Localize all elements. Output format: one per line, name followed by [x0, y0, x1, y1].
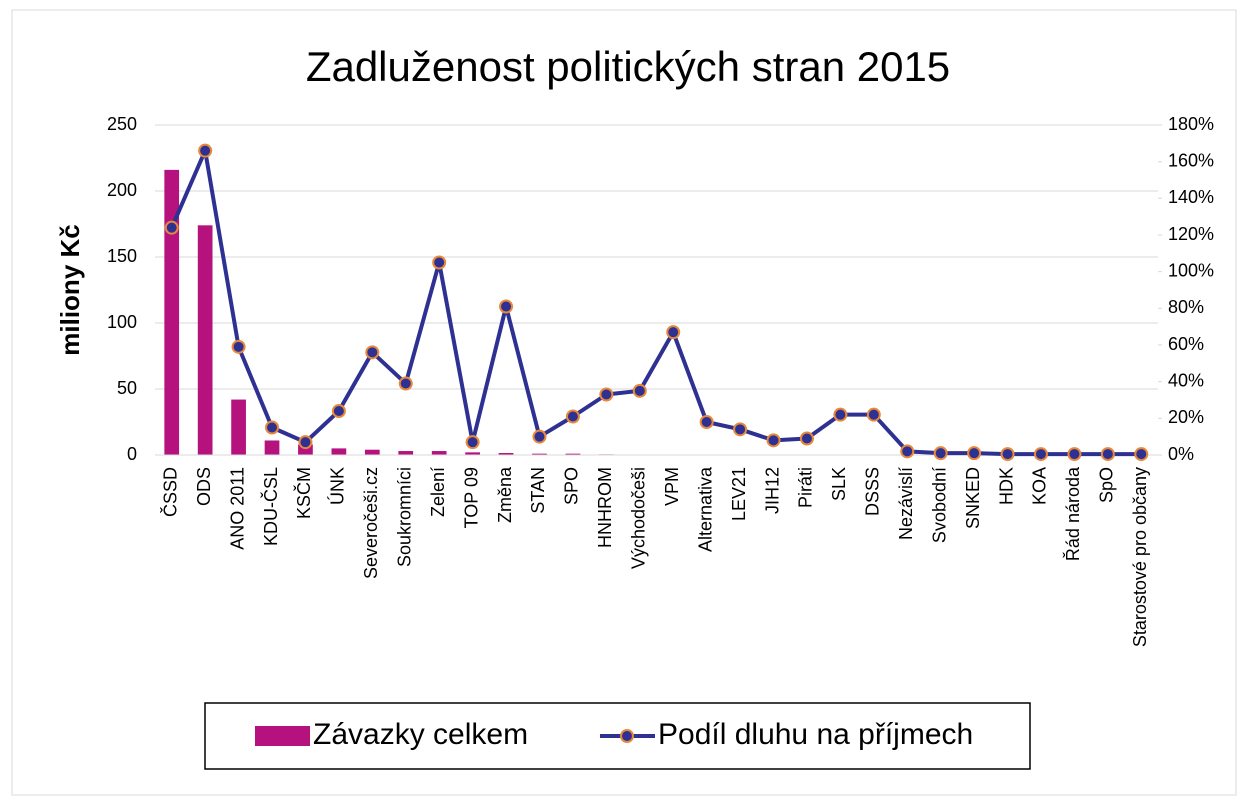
- x-tick-label: SNKED: [963, 467, 983, 529]
- chart-frame: [11, 9, 1237, 796]
- x-tick-label: Piráti: [796, 467, 816, 508]
- x-tick-label: KOA: [1030, 467, 1050, 505]
- x-tick-label: KDU-ČSL: [260, 467, 281, 546]
- x-tick-label: DSSS: [863, 467, 883, 516]
- x-tick-label: Alternativa: [695, 466, 715, 552]
- y2-tick-label: 80%: [1168, 297, 1204, 317]
- line-marker: [733, 422, 748, 437]
- bar: [298, 444, 313, 455]
- x-tick-label: Nezávislí: [896, 467, 916, 540]
- y2-tick-label: 60%: [1168, 334, 1204, 354]
- x-tick-label: HNHROM: [595, 467, 615, 548]
- y-tick-label: 250: [107, 114, 137, 134]
- line-marker: [231, 339, 246, 354]
- line-marker: [365, 345, 380, 360]
- y2-tick-label: 140%: [1168, 187, 1214, 207]
- x-tick-label: LEV21: [729, 467, 749, 521]
- x-tick-label: ODS: [194, 467, 214, 506]
- x-tick-label: KSČM: [293, 467, 314, 519]
- legend-swatch: [255, 726, 310, 746]
- x-tick-label: ČSSD: [159, 467, 180, 517]
- bar: [498, 453, 514, 455]
- x-tick-label: Starostové pro občany: [1130, 467, 1150, 647]
- y-tick-label: 50: [117, 378, 137, 398]
- x-tick-label: SLK: [829, 467, 849, 501]
- line-marker: [398, 376, 413, 391]
- line-marker: [1134, 447, 1149, 462]
- y-axis-title: miliony Kč: [55, 224, 85, 355]
- line-marker: [766, 433, 781, 448]
- line-marker: [1033, 447, 1048, 462]
- x-tick-label: JIH12: [762, 467, 782, 514]
- line-marker: [1067, 447, 1082, 462]
- bar: [532, 453, 547, 455]
- x-tick-label: Řád národa: [1063, 466, 1083, 561]
- bar: [231, 399, 246, 455]
- line-marker: [532, 429, 547, 444]
- x-tick-label: Severočeši.cz: [361, 467, 381, 579]
- y2-tick-label: 100%: [1168, 260, 1214, 280]
- bar: [398, 451, 414, 455]
- line-marker: [565, 409, 580, 424]
- chart-title: Zadluženost politických stran 2015: [306, 43, 950, 90]
- x-tick-label: Východočeši: [629, 467, 649, 569]
- line-marker: [632, 383, 647, 398]
- line-marker: [1000, 447, 1015, 462]
- x-tick-label: Svobodní: [929, 467, 949, 543]
- legend-label: Podíl dluhu na příjmech: [658, 718, 973, 751]
- y2-tick-label: 160%: [1168, 150, 1214, 170]
- line-marker: [933, 446, 948, 461]
- x-tick-label: ÚNK: [327, 467, 348, 505]
- x-tick-label: VPM: [662, 467, 682, 506]
- bar: [364, 449, 380, 455]
- x-tick-label: SPO: [562, 467, 582, 505]
- y2-tick-label: 20%: [1168, 407, 1204, 427]
- line-marker: [599, 387, 614, 402]
- y-tick-label: 100: [107, 312, 137, 332]
- bar: [164, 169, 180, 455]
- line-marker: [331, 404, 346, 418]
- x-tick-label: Soukromníci: [395, 467, 415, 567]
- bar: [565, 453, 581, 455]
- x-tick-label: ANO 2011: [227, 467, 247, 550]
- y-tick-label: 0: [127, 444, 137, 464]
- line-marker: [432, 255, 447, 270]
- line-marker: [164, 220, 179, 235]
- line-marker: [1100, 447, 1115, 462]
- bar: [331, 448, 347, 455]
- bar: [465, 452, 480, 455]
- line-marker: [265, 420, 280, 435]
- bar: [264, 440, 280, 455]
- line-marker: [799, 431, 814, 446]
- line-marker: [666, 325, 681, 340]
- line-marker: [866, 407, 881, 422]
- line-marker: [967, 446, 982, 461]
- bar: [431, 451, 447, 455]
- line-marker: [833, 407, 848, 422]
- legend-label: Závazky celkem: [313, 718, 528, 751]
- line-marker: [699, 415, 714, 429]
- line-marker: [198, 143, 213, 158]
- y2-tick-label: 180%: [1168, 114, 1214, 134]
- y-tick-label: 150: [107, 246, 137, 266]
- y2-tick-label: 0%: [1168, 444, 1194, 464]
- x-tick-label: STAN: [528, 467, 548, 514]
- y2-tick-label: 40%: [1168, 370, 1204, 390]
- x-tick-label: Zelení: [428, 467, 448, 517]
- line-marker: [298, 435, 313, 450]
- line-marker: [499, 299, 514, 314]
- bar: [197, 225, 213, 455]
- x-tick-label: HDK: [996, 467, 1016, 505]
- y-tick-label: 200: [107, 180, 137, 200]
- x-tick-label: TOP 09: [461, 467, 481, 528]
- x-tick-label: SpO: [1097, 467, 1117, 503]
- x-tick-label: Změna: [495, 466, 515, 523]
- legend-marker: [620, 729, 634, 743]
- y2-tick-label: 120%: [1168, 224, 1214, 244]
- line-marker: [900, 444, 915, 459]
- line-marker: [465, 435, 480, 450]
